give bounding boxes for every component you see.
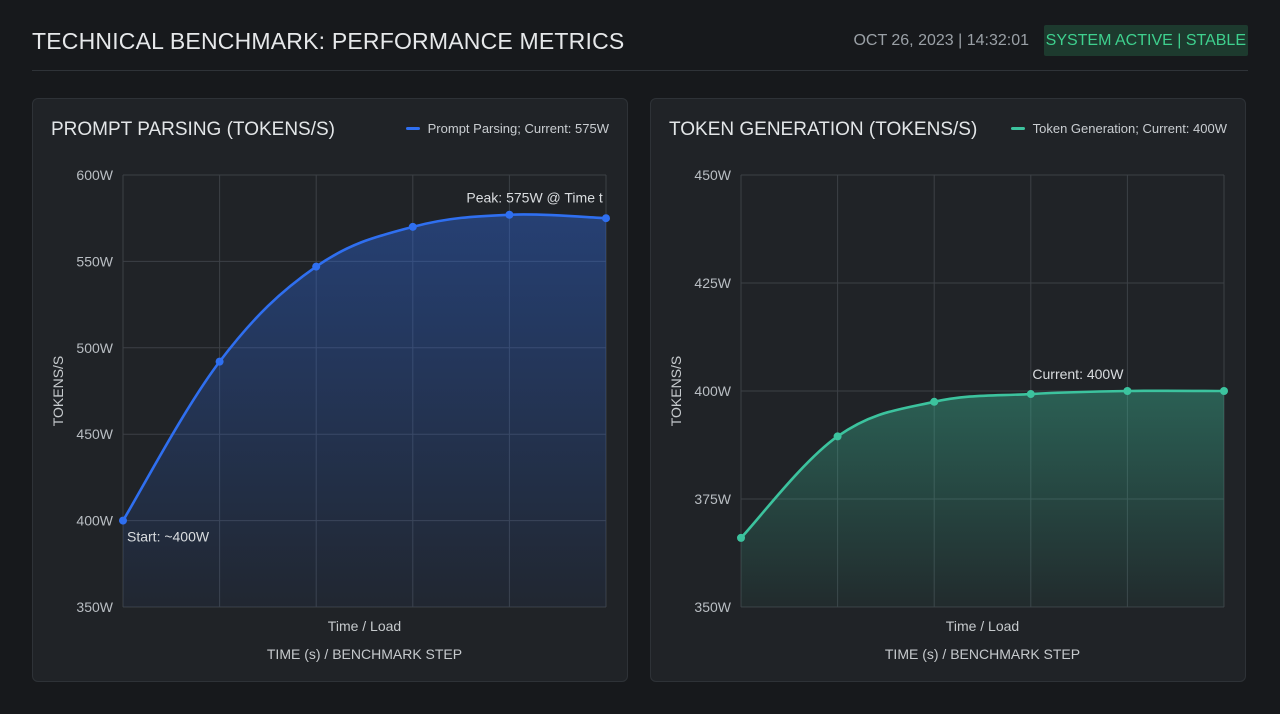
legend-swatch [405,127,420,130]
data-point [1026,390,1035,399]
data-point [1123,387,1132,395]
prompt-parsing-chart: 350W 400W 450W 500W 550W 600W Time / Load TIME … [50,167,610,662]
y-tick-label: 400W [694,383,731,399]
legend-swatch [1010,127,1025,130]
chart-legend: Token Generation; Current: 400W [1010,121,1227,136]
y-tick-label: 350W [694,599,731,615]
x-axis-label: Time / Load [328,618,401,634]
chart-title: TOKEN GENERATION (TOKENS/S) [669,119,978,140]
series-area [123,214,606,608]
legend-label: Prompt Parsing; Current: 575W [427,121,609,136]
token-generation-panel: TOKEN GENERATION (TOKENS/S) Token Genera… [650,98,1246,682]
y-tick-label: 425W [694,275,731,291]
y-tick-label: 450W [694,167,731,183]
data-point [833,432,842,441]
y-tick-label: 550W [76,253,113,269]
chart-annotation: Start: ~400W [127,529,210,545]
status-badge: SYSTEM ACTIVE | STABLE [1043,25,1248,56]
data-point [602,214,610,223]
page-title: TECHNICAL BENCHMARK: PERFORMANCE METRICS [32,28,625,54]
x-axis-label: Time / Load [946,618,1019,634]
data-point [737,533,745,542]
chart-legend: Prompt Parsing; Current: 575W [405,121,609,136]
x-axis-caption: TIME (s) / BENCHMARK STEP [267,646,462,662]
y-tick-label: 450W [76,426,113,442]
token-generation-chart: 350W 375W 400W 425W 450W Time / Load TIME (s) … [668,167,1228,662]
chart-annotation: Peak: 575W @ Time t [466,190,602,206]
series-line [740,389,1225,539]
legend-label: Token Generation; Current: 400W [1032,121,1227,136]
data-point [1220,387,1228,395]
data-point [408,222,417,231]
y-tick-label: 600W [76,167,113,183]
chart-title: PROMPT PARSING (TOKENS/S) [51,119,335,140]
y-tick-label: 500W [76,340,113,356]
series-area [741,390,1224,607]
chart-annotation: Current: 400W [1032,366,1124,382]
y-tick-label: 400W [76,513,113,529]
prompt-parsing-panel: PROMPT PARSING (TOKENS/S) Prompt Parsing… [32,98,628,682]
y-tick-label: 350W [76,599,113,615]
timestamp: OCT 26, 2023 | 14:32:01 [853,32,1029,49]
y-tick-label: 375W [694,491,731,507]
data-point [119,516,127,525]
data-point [505,210,514,219]
data-point [930,397,939,406]
y-axis-label: TOKENS/S [668,356,684,427]
data-point [312,262,321,271]
header: TECHNICAL BENCHMARK: PERFORMANCE METRICS… [32,0,1248,71]
data-point [215,357,224,366]
y-axis-label: TOKENS/S [50,356,66,427]
x-axis-caption: TIME (s) / BENCHMARK STEP [885,646,1080,662]
